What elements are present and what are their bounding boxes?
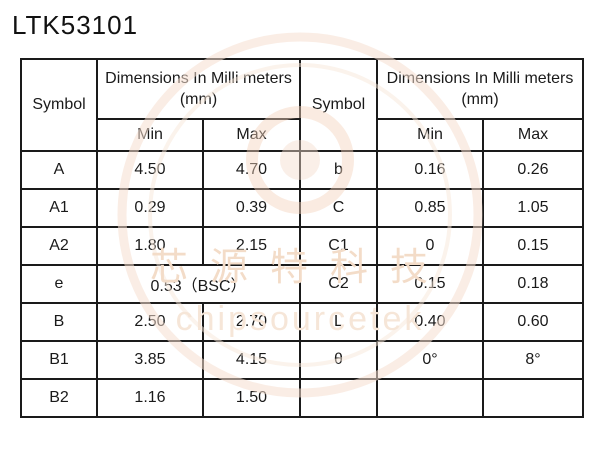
symbol-header-left: Symbol	[20, 58, 98, 152]
max-cell: 0.26	[482, 150, 584, 190]
min-cell: 4.50	[96, 150, 204, 190]
min-cell: 0.15	[376, 264, 484, 304]
min-cell: 1.16	[96, 378, 204, 418]
symbol-cell: A	[20, 150, 98, 190]
max-cell: 4.15	[202, 340, 301, 380]
symbol-cell: L	[299, 302, 378, 342]
table-row: A2 1.80 2.15 C1 0 0.15	[20, 226, 584, 266]
min-header-left: Min	[96, 118, 204, 152]
min-cell	[376, 378, 484, 418]
max-cell: 1.50	[202, 378, 301, 418]
symbol-cell: e	[20, 264, 98, 304]
max-cell: 0.60	[482, 302, 584, 342]
max-cell: 8°	[482, 340, 584, 380]
symbol-cell	[299, 378, 378, 418]
min-cell: 0	[376, 226, 484, 266]
min-cell: 0.40	[376, 302, 484, 342]
table-row: e 0.53（BSC） C2 0.15 0.18	[20, 264, 584, 304]
symbol-cell: C	[299, 188, 378, 228]
table-row: A 4.50 4.70 b 0.16 0.26	[20, 150, 584, 190]
symbol-cell: B1	[20, 340, 98, 380]
max-cell: 0.15	[482, 226, 584, 266]
page-title: LTK53101	[12, 10, 139, 40]
max-header-right: Max	[482, 118, 584, 152]
symbol-cell: C1	[299, 226, 378, 266]
min-cell: 2.50	[96, 302, 204, 342]
merged-value-cell: 0.53（BSC）	[96, 264, 301, 304]
table-row: B 2.50 2.70 L 0.40 0.60	[20, 302, 584, 342]
symbol-cell: C2	[299, 264, 378, 304]
min-header-right: Min	[376, 118, 484, 152]
min-cell: 0.29	[96, 188, 204, 228]
min-cell: 0°	[376, 340, 484, 380]
symbol-cell: A1	[20, 188, 98, 228]
max-cell: 0.18	[482, 264, 584, 304]
max-cell: 0.39	[202, 188, 301, 228]
dimensions-header-right: Dimensions In Milli meters (mm)	[376, 58, 584, 120]
symbol-cell: B2	[20, 378, 98, 418]
table-row: B2 1.16 1.50	[20, 378, 584, 418]
min-cell: 0.85	[376, 188, 484, 228]
max-cell: 4.70	[202, 150, 301, 190]
symbol-cell: B	[20, 302, 98, 342]
max-cell: 2.70	[202, 302, 301, 342]
max-header-left: Max	[202, 118, 301, 152]
max-cell: 2.15	[202, 226, 301, 266]
table-row: A1 0.29 0.39 C 0.85 1.05	[20, 188, 584, 228]
table-row: B1 3.85 4.15 θ 0° 8°	[20, 340, 584, 380]
symbol-cell: θ	[299, 340, 378, 380]
dimensions-table: Symbol Dimensions In Milli meters (mm) S…	[20, 58, 584, 418]
symbol-header-right: Symbol	[299, 58, 378, 152]
dimensions-header-left: Dimensions In Milli meters (mm)	[96, 58, 301, 120]
min-cell: 0.16	[376, 150, 484, 190]
symbol-cell: A2	[20, 226, 98, 266]
min-cell: 1.80	[96, 226, 204, 266]
min-cell: 3.85	[96, 340, 204, 380]
symbol-cell: b	[299, 150, 378, 190]
max-cell: 1.05	[482, 188, 584, 228]
max-cell	[482, 378, 584, 418]
